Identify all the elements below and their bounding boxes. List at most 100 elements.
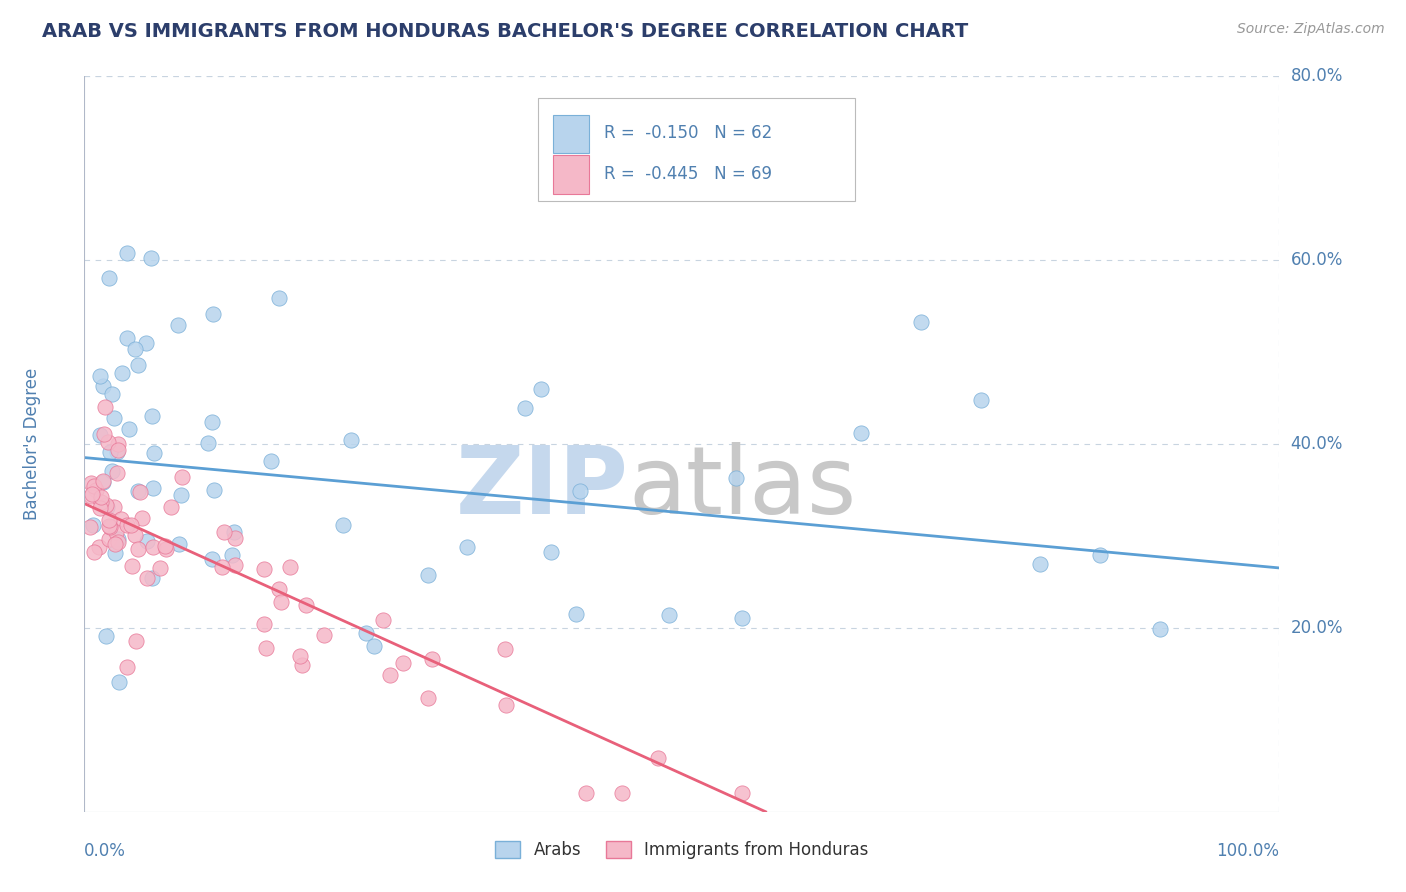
Text: Bachelor's Degree: Bachelor's Degree (22, 368, 41, 520)
Text: 100.0%: 100.0% (1216, 842, 1279, 860)
Point (1029, 557, 1052, 571)
Point (1090, 549, 1112, 563)
Point (420, 652, 443, 666)
Point (79, 519, 101, 533)
Point (120, 518, 142, 533)
Point (253, 562, 276, 576)
Text: Source: ZipAtlas.com: Source: ZipAtlas.com (1237, 22, 1385, 37)
Point (295, 599, 318, 613)
Point (127, 542, 149, 557)
Point (910, 315, 932, 329)
FancyBboxPatch shape (538, 98, 855, 201)
Point (115, 245, 138, 260)
Point (93, 426, 115, 441)
Point (128, 485, 150, 500)
Point (136, 533, 159, 548)
Point (356, 625, 378, 640)
Point (1149, 622, 1171, 636)
Point (143, 446, 166, 460)
Point (224, 525, 246, 540)
Text: atlas: atlas (628, 442, 856, 534)
Point (105, 445, 128, 459)
Point (103, 410, 125, 425)
Point (363, 639, 385, 653)
Point (107, 443, 129, 458)
Point (312, 628, 335, 642)
Text: 20.0%: 20.0% (1291, 619, 1343, 637)
Point (84, 483, 107, 498)
Point (125, 633, 148, 648)
Point (270, 595, 292, 609)
Point (110, 512, 132, 526)
Point (80, 476, 103, 491)
Point (851, 425, 873, 440)
Text: 80.0%: 80.0% (1291, 67, 1343, 85)
Point (731, 786, 754, 800)
Point (91, 379, 114, 393)
Point (100, 445, 122, 459)
Point (170, 470, 193, 484)
Point (731, 611, 754, 625)
Point (83, 478, 105, 492)
Bar (553, 155, 589, 194)
Point (392, 656, 415, 670)
Point (269, 582, 291, 597)
Point (104, 546, 127, 560)
Point (98, 270, 121, 285)
Point (90, 495, 112, 509)
Point (288, 649, 311, 664)
Point (212, 524, 235, 539)
Point (124, 528, 146, 542)
Point (658, 607, 681, 622)
Point (94, 498, 117, 512)
Point (160, 500, 183, 514)
Point (98, 520, 121, 534)
Point (142, 540, 165, 554)
Point (91, 474, 114, 488)
Point (153, 539, 176, 553)
Text: R =  -0.445   N = 69: R = -0.445 N = 69 (605, 165, 772, 183)
Point (89, 500, 111, 515)
Point (96, 630, 118, 644)
Point (115, 331, 138, 345)
Bar (553, 115, 589, 153)
Point (96, 500, 118, 514)
Point (278, 560, 301, 574)
Point (260, 454, 283, 468)
Point (87, 540, 110, 554)
Point (418, 690, 440, 705)
Point (127, 484, 149, 499)
Point (108, 675, 131, 690)
Point (575, 786, 598, 800)
Legend: Arabs, Immigrants from Honduras: Arabs, Immigrants from Honduras (488, 834, 876, 866)
Point (515, 401, 537, 415)
Point (340, 434, 363, 448)
Point (612, 786, 634, 800)
Point (200, 415, 222, 429)
Point (724, 471, 747, 485)
Point (221, 549, 243, 563)
Point (170, 487, 193, 501)
Point (83, 545, 105, 559)
Point (97, 513, 120, 527)
Point (647, 751, 669, 765)
Point (117, 422, 139, 436)
Point (90, 491, 112, 505)
Point (93, 400, 115, 414)
Point (89, 368, 111, 383)
Point (98, 532, 121, 546)
Point (456, 540, 478, 554)
Point (530, 382, 553, 396)
Point (82, 517, 104, 532)
Point (418, 568, 440, 582)
Point (540, 545, 562, 559)
Point (211, 559, 233, 574)
Point (91, 475, 114, 490)
Point (155, 542, 177, 557)
Point (97, 519, 120, 533)
Point (202, 483, 225, 497)
Text: R =  -0.150   N = 62: R = -0.150 N = 62 (605, 124, 772, 142)
Point (970, 392, 993, 407)
Point (101, 387, 124, 401)
Point (202, 307, 225, 321)
